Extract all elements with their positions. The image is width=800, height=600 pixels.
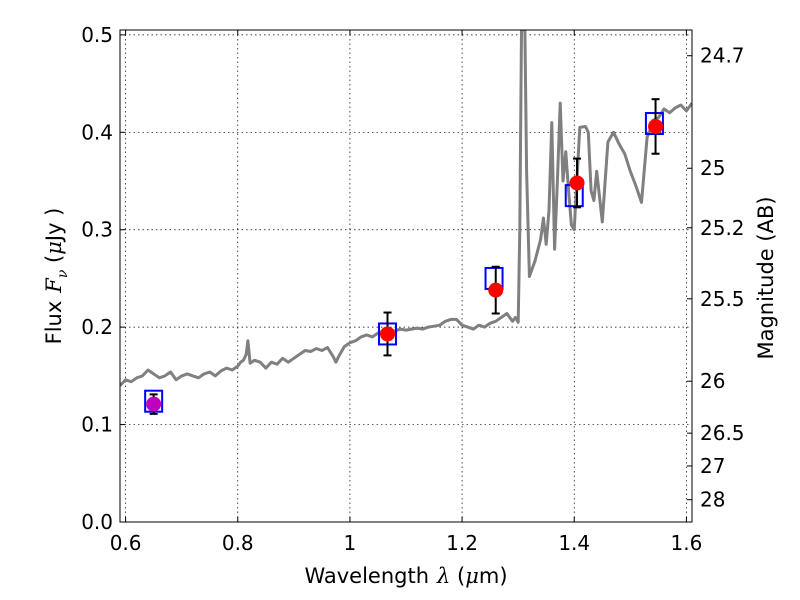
y2-tick-label: 25 xyxy=(700,156,725,180)
observed-point xyxy=(379,326,395,342)
y-tick-label: 0.0 xyxy=(81,510,113,534)
y-axis-unit-mu: μ xyxy=(42,241,66,255)
x-tick-label: 1 xyxy=(344,531,357,555)
x-tick-label: 1.6 xyxy=(670,531,702,555)
y2-tick-label: 24.7 xyxy=(700,44,745,68)
grid xyxy=(120,30,692,523)
y-axis-unit-rest: Jy ) xyxy=(42,208,66,244)
x-tick-label: 1.4 xyxy=(558,531,590,555)
y2-tick-label: 26.5 xyxy=(700,421,745,445)
x-axis-unit-mu: μ xyxy=(465,564,479,588)
y-tick-label: 0.2 xyxy=(81,315,113,339)
series-group xyxy=(120,30,692,415)
x-axis-unit-rest: m) xyxy=(479,564,508,588)
series-layer xyxy=(120,30,692,415)
x-axis-symbol: λ xyxy=(436,564,450,588)
model-photometry-square xyxy=(644,112,664,136)
y-tick-label: 0.5 xyxy=(81,23,113,47)
y2-tick-label: 28 xyxy=(700,488,725,512)
x-axis-label: Wavelength λ (μm) xyxy=(304,564,507,588)
y-axis-unit-open: ( xyxy=(42,255,66,270)
ticks: 0.6 0.8 1 1.2 1.4 1.6 0.0 0.1 0.2 0.3 0.4 0.5 24.7 25… xyxy=(81,23,744,555)
x-axis-unit-open: ( xyxy=(450,564,465,588)
x-tick-label: 1.2 xyxy=(446,531,478,555)
y2-axis-label: Magnitude (AB) xyxy=(754,196,778,359)
y2-tick-label: 25.5 xyxy=(700,287,745,311)
plot-area: 0.6 0.8 1 1.2 1.4 1.6 0.0 0.1 0.2 0.3 0.4 0.5 24.7 25… xyxy=(81,23,744,555)
x-tick-label: 0.8 xyxy=(222,531,254,555)
y-axis-label: Flux Fν (μJy ) xyxy=(42,208,71,345)
y-tick-label: 0.4 xyxy=(81,120,113,144)
y-axis-label-text: Flux xyxy=(42,301,66,345)
observed-point xyxy=(648,118,664,134)
x-tick-label: 0.6 xyxy=(110,531,142,555)
observed-point xyxy=(146,396,162,412)
y-tick-label: 0.3 xyxy=(81,218,113,242)
y2-tick-label: 26 xyxy=(700,369,725,393)
observed-point xyxy=(488,282,504,298)
x-axis-label-text: Wavelength xyxy=(304,564,429,588)
axes-frame xyxy=(119,29,693,523)
y-axis-subscript: ν xyxy=(55,269,71,278)
observed-point xyxy=(569,175,585,191)
y2-tick-label: 25.2 xyxy=(700,216,745,240)
y2-tick-label: 27 xyxy=(700,454,725,478)
spectrum-line xyxy=(120,30,692,387)
y-axis-symbol: F xyxy=(42,277,66,294)
y-tick-label: 0.1 xyxy=(81,413,113,437)
